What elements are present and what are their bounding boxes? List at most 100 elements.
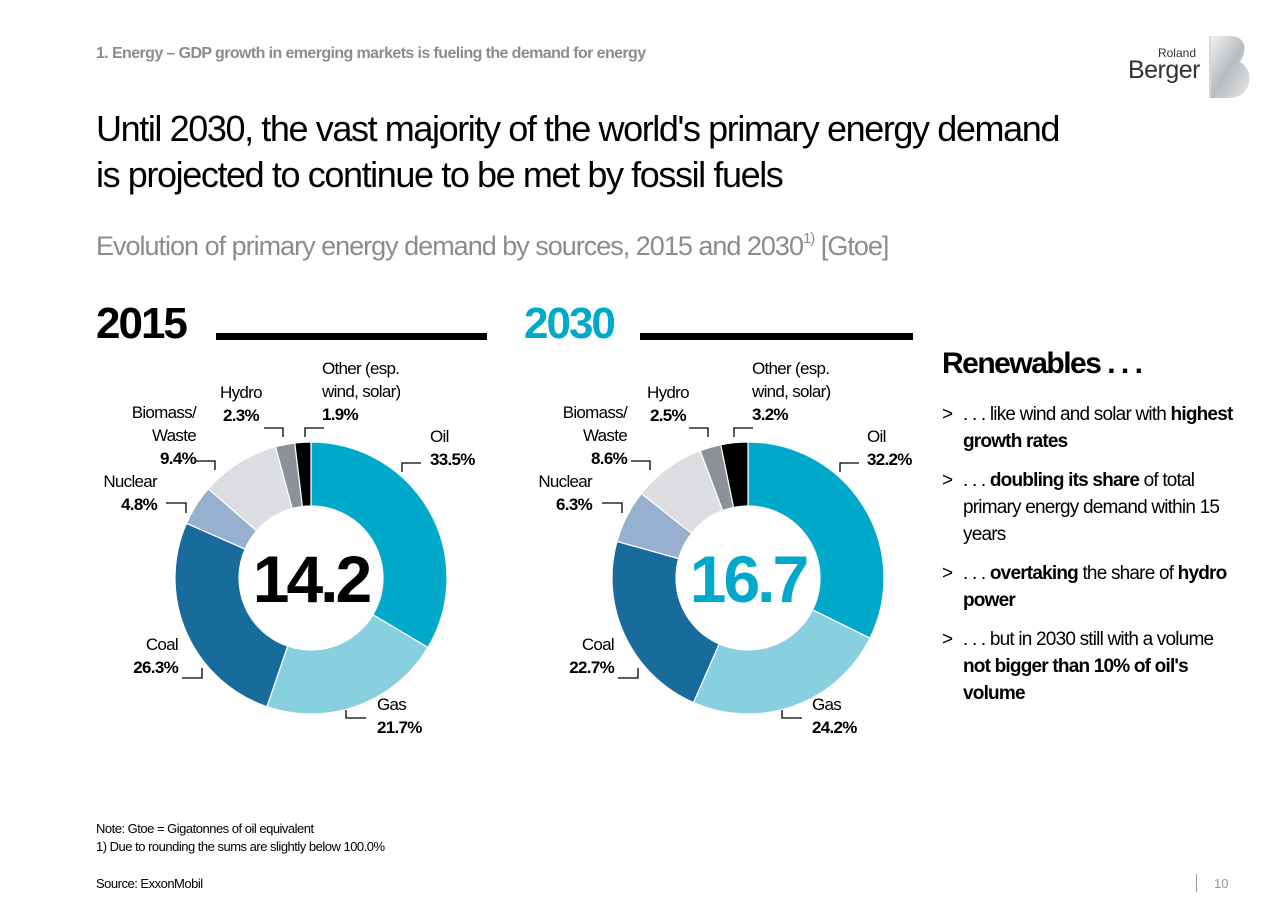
label-coal: Coal	[145, 635, 179, 654]
label-other-line1: Other (esp.	[752, 359, 830, 378]
bullet-marker: >	[942, 563, 953, 584]
year-heading-2030: 2030	[524, 299, 616, 348]
bullet-1-text: . . . like wind and solar with	[963, 404, 1171, 425]
bullet-3-bold-2: hydro power	[963, 563, 1227, 611]
renewables-bullet-3: > . . . overtaking the share of hydro pow…	[942, 560, 1242, 614]
chart-subtitle: Evolution of primary energy demand by so…	[96, 230, 890, 262]
value-2030-coal: 22.7%	[569, 658, 614, 677]
bullet-marker: >	[942, 629, 953, 650]
label-2030-coal: Coal 22.7%	[514, 633, 614, 679]
bullet-1-bold: highest growth rates	[963, 404, 1233, 452]
label-other-line1: Other (esp.	[322, 359, 400, 378]
leader-2030-hydro	[689, 427, 709, 437]
slice-2015-oil	[310, 441, 448, 649]
bullet-4-pre: . . . but in 2030 still with a volume	[963, 629, 1214, 650]
renewables-bullet-4: > . . . but in 2030 still with a volume n…	[942, 626, 1242, 707]
value-2015-gas: 21.7%	[377, 718, 422, 737]
value-2015-coal: 26.3%	[133, 658, 178, 677]
leader-2015-hydro	[264, 427, 284, 437]
renewables-heading: Renewables . . .	[942, 347, 1143, 380]
label-oil: Oil	[867, 427, 886, 446]
label-2030-oil: Oil 32.2%	[867, 425, 912, 471]
label-2015-gas: Gas 21.7%	[377, 693, 422, 739]
renewables-bullet-2: > . . . doubling its share of total prima…	[942, 467, 1242, 548]
label-2015-coal: Coal 26.3%	[80, 633, 178, 679]
value-2015-hydro: 2.3%	[222, 406, 260, 425]
slice-2015-coal	[174, 522, 289, 708]
value-2030-other: 3.2%	[752, 405, 789, 424]
value-2015-nuclear: 4.8%	[121, 495, 158, 514]
leader-2030-other	[733, 427, 753, 437]
label-coal: Coal	[581, 635, 615, 654]
label-2015-nuclear: Nuclear 4.8%	[60, 470, 157, 516]
label-biomass-line2: Waste	[151, 426, 197, 445]
bullet-3-mid: the share of	[1077, 563, 1178, 584]
bullet-2-bold: doubling its share	[989, 470, 1140, 491]
bullet-marker: >	[942, 470, 953, 491]
label-other-line2: wind, solar)	[752, 382, 831, 401]
value-2015-biomass: 9.4%	[160, 449, 197, 468]
bullet-2-post: of total primary energy demand within 15…	[963, 470, 1220, 545]
source-note: Source: ExxonMobil	[96, 876, 203, 891]
label-2030-gas: Gas 24.2%	[812, 693, 857, 739]
label-biomass-line2: Waste	[582, 426, 628, 445]
label-2015-oil: Oil 33.5%	[430, 425, 475, 471]
slice-2030-oil	[747, 441, 885, 639]
value-2030-hydro: 2.5%	[649, 406, 687, 425]
label-2015-biomass: Biomass/ Waste 9.4%	[96, 401, 197, 470]
label-2030-hydro: Hydro 2.5%	[647, 381, 690, 427]
donut-total-2015: 14.2	[253, 542, 371, 616]
bullet-marker: >	[942, 404, 953, 425]
slice-2030-gas	[692, 609, 871, 715]
year-rule-2015	[216, 333, 487, 340]
subtitle-footnote-ref: 1)	[802, 230, 815, 247]
value-2030-oil: 32.2%	[867, 450, 912, 469]
label-hydro: Hydro	[647, 383, 690, 402]
year-heading-2015: 2015	[96, 299, 188, 348]
label-other-line2: wind, solar)	[322, 382, 401, 401]
slice-2015-gas	[266, 613, 429, 715]
logo-text-berger: Berger	[1127, 56, 1201, 84]
logo-b-mark-icon	[1209, 36, 1250, 98]
subtitle-unit: [Gtoe]	[814, 231, 890, 261]
label-gas: Gas	[377, 695, 407, 714]
label-gas: Gas	[812, 695, 842, 714]
page-number: 10	[1214, 876, 1229, 891]
footnote-gtoe: Note: Gtoe = Gigatonnes of oil equivalen…	[96, 821, 314, 836]
footnote-rounding: 1) Due to rounding the sums are slightly…	[96, 839, 385, 854]
label-nuclear: Nuclear	[103, 472, 157, 491]
donut-chart-2015: 14.2	[174, 441, 448, 715]
label-2015-other: Other (esp. wind, solar) 1.9%	[322, 357, 401, 426]
label-biomass-line1: Biomass/	[562, 403, 628, 422]
slice-2015-other	[294, 441, 312, 508]
leader-2015-other	[304, 427, 324, 437]
title-line-1: Until 2030, the vast majority of the wor…	[96, 108, 1060, 149]
breadcrumb: 1. Energy – GDP growth in emerging marke…	[96, 45, 646, 62]
label-2030-biomass: Biomass/ Waste 8.6%	[526, 401, 628, 470]
slice-2030-coal	[611, 540, 720, 704]
donut-chart-2030: 16.7	[611, 441, 885, 715]
page-number-divider	[1196, 874, 1197, 892]
label-hydro: Hydro	[220, 383, 263, 402]
value-2015-other: 1.9%	[322, 405, 359, 424]
renewables-bullet-1: > . . . like wind and solar with highest …	[942, 401, 1242, 455]
subtitle-text: Evolution of primary energy demand by so…	[96, 231, 804, 261]
renewables-bullets: > . . . like wind and solar with highest …	[942, 401, 1242, 719]
label-nuclear: Nuclear	[538, 472, 592, 491]
slice-2030-other	[720, 441, 749, 509]
bullet-3-bold-1: overtaking	[989, 563, 1079, 584]
label-2030-nuclear: Nuclear 6.3%	[494, 470, 592, 516]
roland-berger-logo: Roland Berger	[1118, 36, 1252, 98]
bullet-4-bold: not bigger than 10% of oil's volume	[963, 656, 1189, 704]
value-2030-gas: 24.2%	[812, 718, 857, 737]
bullet-2-pre: . . .	[963, 470, 990, 491]
year-rule-2030	[640, 333, 913, 340]
label-oil: Oil	[430, 427, 449, 446]
label-2015-hydro: Hydro 2.3%	[220, 381, 263, 427]
value-2030-nuclear: 6.3%	[556, 495, 593, 514]
page-title: Until 2030, the vast majority of the wor…	[96, 106, 1206, 198]
donut-total-2030: 16.7	[690, 542, 807, 616]
logo-text-roland: Roland	[1157, 46, 1196, 60]
label-biomass-line1: Biomass/	[131, 403, 197, 422]
label-2030-other: Other (esp. wind, solar) 3.2%	[752, 357, 831, 426]
